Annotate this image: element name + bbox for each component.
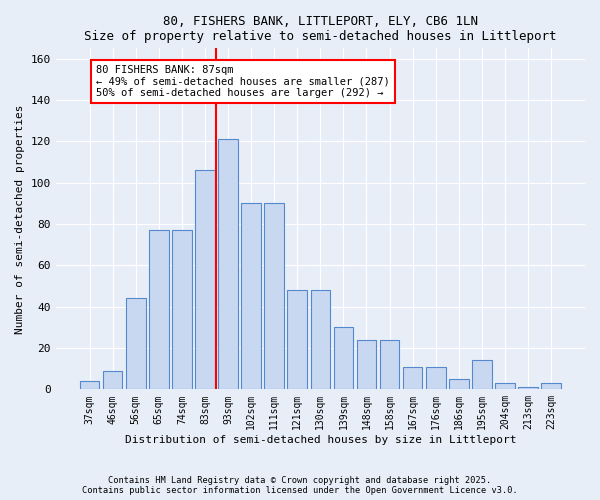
Title: 80, FISHERS BANK, LITTLEPORT, ELY, CB6 1LN
Size of property relative to semi-det: 80, FISHERS BANK, LITTLEPORT, ELY, CB6 1… xyxy=(84,15,557,43)
Bar xyxy=(287,290,307,390)
Bar xyxy=(518,388,538,390)
Bar xyxy=(311,290,330,390)
Text: 80 FISHERS BANK: 87sqm
← 49% of semi-detached houses are smaller (287)
50% of se: 80 FISHERS BANK: 87sqm ← 49% of semi-det… xyxy=(97,65,390,98)
Bar xyxy=(495,383,515,390)
Bar xyxy=(472,360,492,390)
Bar xyxy=(356,340,376,390)
Bar xyxy=(126,298,146,390)
X-axis label: Distribution of semi-detached houses by size in Littleport: Distribution of semi-detached houses by … xyxy=(125,435,516,445)
Bar xyxy=(380,340,400,390)
Bar xyxy=(195,170,215,390)
Bar xyxy=(265,204,284,390)
Text: Contains HM Land Registry data © Crown copyright and database right 2025.
Contai: Contains HM Land Registry data © Crown c… xyxy=(82,476,518,495)
Bar xyxy=(334,328,353,390)
Bar xyxy=(218,140,238,390)
Y-axis label: Number of semi-detached properties: Number of semi-detached properties xyxy=(15,104,25,334)
Bar xyxy=(172,230,191,390)
Bar xyxy=(403,366,422,390)
Bar xyxy=(449,379,469,390)
Bar xyxy=(541,383,561,390)
Bar xyxy=(241,204,261,390)
Bar xyxy=(103,370,122,390)
Bar xyxy=(149,230,169,390)
Bar xyxy=(80,381,100,390)
Bar xyxy=(426,366,446,390)
